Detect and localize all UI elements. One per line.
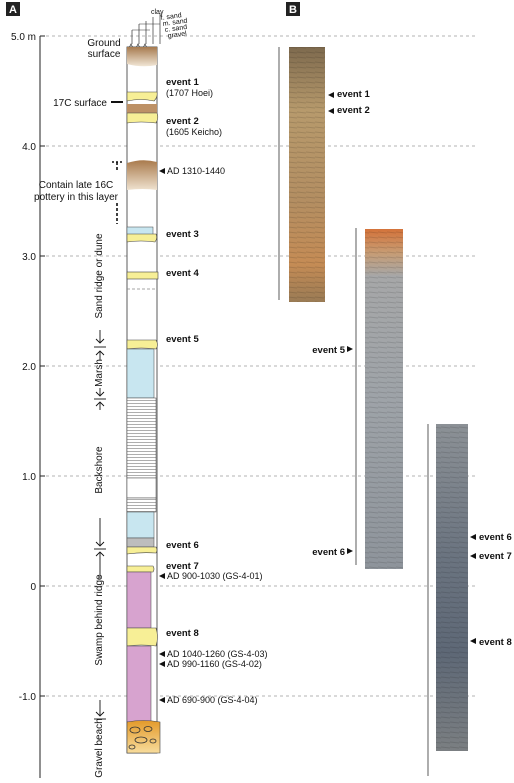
strat-column [126,46,161,754]
event-7-label: event 7 [166,561,199,572]
event-1-sub: (1707 Hoei) [166,88,213,98]
gridlines [40,35,478,697]
ground-surface-label-2: surface [88,49,121,60]
tick-label: 1.0 [22,472,36,483]
date-label: AD 900-1030 (GS-4-01) [167,571,263,581]
dating-labels: AD 1310-1440 AD 900-1030 (GS-4-01) AD 10… [159,166,268,705]
tick-label: 2.0 [22,362,36,373]
gray-layer [126,537,155,548]
grain-clay-label: clay [151,9,164,16]
unit-boundaries [94,330,106,720]
tick-label: 4.0 [22,142,36,153]
swamp-layer-upper [126,571,152,629]
pottery-range-marker [112,161,122,224]
tick-label: -1.0 [19,692,37,703]
brown-band [127,104,157,113]
grain-csand-label: c. sand [164,24,187,34]
event-labels: event 1 (1707 Hoei) event 2 (1605 Keicho… [166,77,222,639]
unit-backshore-label: Backshore [94,446,105,494]
core-photo-3: event 6 event 7 event 8 [427,424,512,776]
core2-event-6-label: event 6 [312,547,345,558]
event-3-layer [126,233,158,243]
event-2-sub: (1605 Keicho) [166,127,222,137]
event-8-label: event 8 [166,628,199,639]
event-1-layer [126,91,158,102]
tick-label: 0 [30,582,36,593]
core3-event-6-label: event 6 [479,532,512,543]
event-6-label: event 6 [166,540,199,551]
grain-fsand-label: f. sand [160,12,182,22]
event-8-layer [126,627,158,647]
grain-size-scale: clay f. sand m. sand c. sand gravel [128,9,188,49]
unit-sand-ridge-label: Sand ridge or dune [94,233,105,319]
mid-soil-layer [127,160,157,190]
marsh-layer [126,348,155,399]
event-7-layer [126,565,155,573]
event-1-label: event 1 [166,77,199,88]
swamp-layer-lower [126,645,152,723]
grain-msand-label: m. sand [162,18,188,28]
date-label: AD 1040-1260 (GS-4-03) [167,649,268,659]
gravel-layer [126,720,161,754]
core3-event-8-label: event 8 [479,637,512,648]
panel-a-label: A [6,2,20,16]
tick-label: 3.0 [22,252,36,263]
core1-event-1-label: event 1 [337,89,370,100]
topsoil-layer [127,47,157,67]
blue-layer-lower [126,511,155,539]
ground-surface-label: Ground [87,38,120,49]
event-4-label: event 4 [166,268,199,279]
svg-text:A: A [9,4,17,16]
core1-event-2-label: event 2 [337,105,370,116]
tick-label: 5.0 m [11,32,36,43]
event-2-layer [126,112,159,124]
date-label: AD 1310-1440 [167,166,225,176]
event-5-label: event 5 [166,334,199,345]
unit-gravel-beach-label: Gravel beach [94,718,105,777]
event-6-layer [126,546,158,555]
event-4-layer [126,271,159,280]
core3-event-7-label: event 7 [479,551,512,562]
pottery-note-line-1: Contain late 16C [39,180,114,191]
date-label: AD 690-900 (GS-4-04) [167,695,258,705]
svg-text:B: B [289,4,297,16]
event-5-layer [126,339,158,350]
panel-b-label: B [286,2,300,16]
backshore-laminated-layer [126,397,157,479]
core-photo-2: event 5 event 6 [312,228,403,569]
date-label: AD 990-1160 (GS-4-02) [167,659,262,669]
event-3-label: event 3 [166,229,199,240]
core2-event-5-label: event 5 [312,345,345,356]
unit-marsh-label: Marsh [94,359,105,387]
surface-17c-label: 17C surface [53,98,107,109]
core-photo-1: event 1 event 2 [278,47,370,302]
unit-swamp-label: Swamp behind ridge [94,574,105,666]
event-2-label: event 2 [166,116,199,127]
pottery-note-line-2: pottery in this layer [34,192,119,203]
depth-axis: 5.0 m 4.0 3.0 2.0 1.0 0 -1.0 [11,32,45,778]
grain-gravel-label: gravel [167,30,187,40]
